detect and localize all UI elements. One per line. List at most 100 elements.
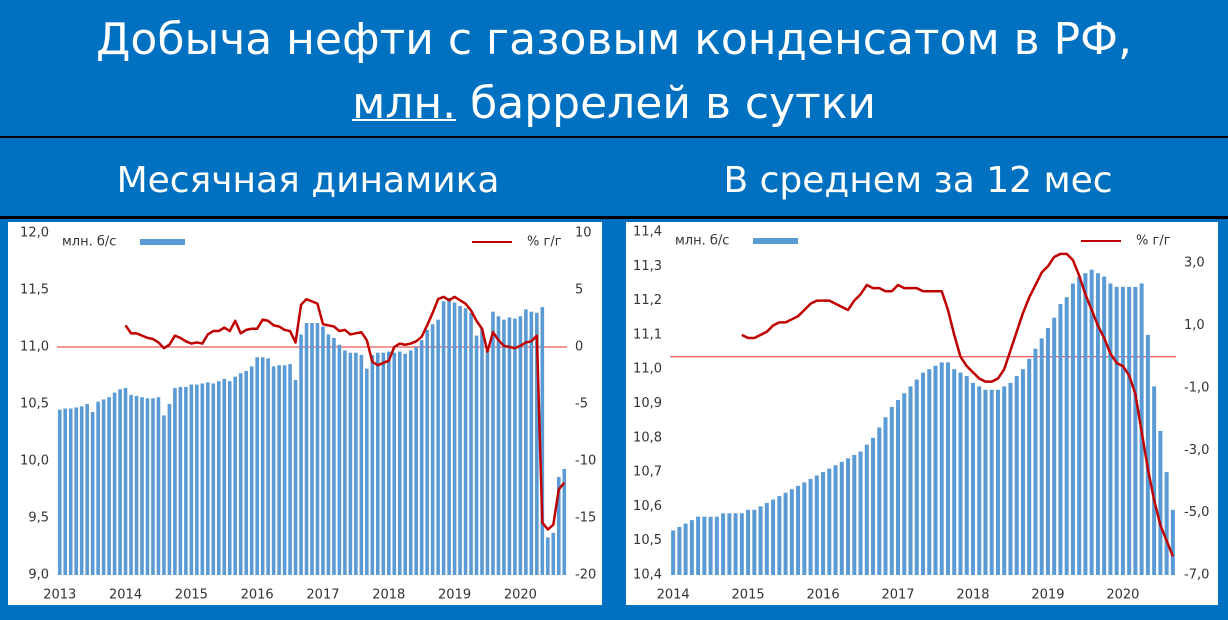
bar xyxy=(90,411,95,575)
bar xyxy=(783,492,788,575)
bar xyxy=(315,323,320,575)
bar xyxy=(764,502,769,575)
y-tick-label: 11,3 xyxy=(633,259,662,274)
bar xyxy=(1014,376,1019,575)
bar xyxy=(708,516,713,575)
bar xyxy=(540,307,545,575)
bar xyxy=(970,382,975,575)
bar xyxy=(403,353,408,575)
bar xyxy=(827,468,832,575)
bar xyxy=(852,454,857,575)
bar xyxy=(178,386,183,575)
bar xyxy=(244,370,248,575)
bar xyxy=(238,373,243,575)
bar xyxy=(79,406,84,575)
bar xyxy=(222,378,227,575)
bar xyxy=(354,352,358,575)
bar xyxy=(485,350,490,575)
x-tick-label: 2015 xyxy=(175,588,208,603)
y2-tick-label: -1,0 xyxy=(1184,380,1209,395)
bar xyxy=(376,352,380,575)
bar xyxy=(1083,273,1088,575)
bar xyxy=(1020,369,1025,575)
bar xyxy=(889,406,894,575)
y2-tick-label: -5,0 xyxy=(1184,505,1209,520)
bar xyxy=(299,334,303,575)
bar xyxy=(1120,286,1125,575)
y2-tick-label: 3,0 xyxy=(1184,256,1205,271)
bar xyxy=(359,354,364,575)
bar xyxy=(952,369,957,575)
bar xyxy=(802,482,807,575)
header-unit: млн. xyxy=(352,78,457,129)
separator xyxy=(0,216,1228,219)
bar xyxy=(808,478,813,575)
bar xyxy=(1008,382,1013,575)
bar xyxy=(927,369,932,575)
bar xyxy=(1052,317,1057,575)
bar xyxy=(995,389,1000,575)
bar xyxy=(200,383,205,575)
bar xyxy=(914,379,919,575)
bar xyxy=(288,364,292,575)
bar xyxy=(821,472,826,575)
y-tick-label: 9,0 xyxy=(28,568,49,583)
bar xyxy=(370,354,375,575)
bar xyxy=(546,537,550,575)
y-tick-label: 11,0 xyxy=(633,362,662,377)
bar xyxy=(408,350,413,575)
bar xyxy=(310,323,314,575)
x-tick-label: 2015 xyxy=(732,588,765,603)
y2-tick-label: 0 xyxy=(575,340,583,355)
bar xyxy=(326,334,331,575)
bar xyxy=(1102,276,1107,575)
bar xyxy=(206,382,210,575)
bar xyxy=(964,376,969,575)
bar xyxy=(858,451,863,575)
x-tick-label: 2019 xyxy=(438,588,471,603)
bar xyxy=(1027,358,1032,575)
bar xyxy=(414,347,418,575)
bar xyxy=(480,328,484,575)
x-tick-label: 2014 xyxy=(109,588,142,603)
bar xyxy=(1108,283,1113,575)
bar xyxy=(1070,283,1075,575)
x-tick-label: 2018 xyxy=(372,588,405,603)
bar xyxy=(721,513,726,575)
bar xyxy=(195,384,199,575)
x-tick-label: 2019 xyxy=(1031,588,1064,603)
y2-tick-label: -10 xyxy=(575,454,596,469)
bar xyxy=(846,458,851,575)
bar xyxy=(864,444,869,575)
y-tick-label: 11,1 xyxy=(633,327,662,342)
bar xyxy=(945,362,950,575)
y-tick-label: 12,0 xyxy=(20,226,49,241)
bar xyxy=(513,318,517,575)
bar xyxy=(696,516,701,575)
bar xyxy=(419,340,424,575)
bar xyxy=(814,475,819,575)
bar xyxy=(321,326,325,575)
bar xyxy=(293,380,298,575)
bar xyxy=(535,312,539,575)
bar xyxy=(1145,334,1150,575)
line xyxy=(124,295,566,531)
bar xyxy=(989,389,994,575)
bar xyxy=(1077,276,1082,575)
y-tick-label: 10,9 xyxy=(633,396,662,411)
bar xyxy=(447,297,451,575)
y2-tick-label: -3,0 xyxy=(1184,443,1209,458)
bar xyxy=(266,358,270,575)
bar xyxy=(156,397,161,575)
x-tick-label: 2020 xyxy=(504,588,537,603)
bar xyxy=(386,351,391,575)
bar xyxy=(689,520,694,575)
legend-label: млн. б/с xyxy=(62,235,116,250)
bar xyxy=(752,509,757,575)
y2-tick-label: 1,0 xyxy=(1184,318,1205,333)
bar xyxy=(85,404,89,575)
y2-tick-label: -20 xyxy=(575,568,596,583)
y2-tick-label: 10 xyxy=(575,226,592,241)
bar xyxy=(677,526,682,575)
